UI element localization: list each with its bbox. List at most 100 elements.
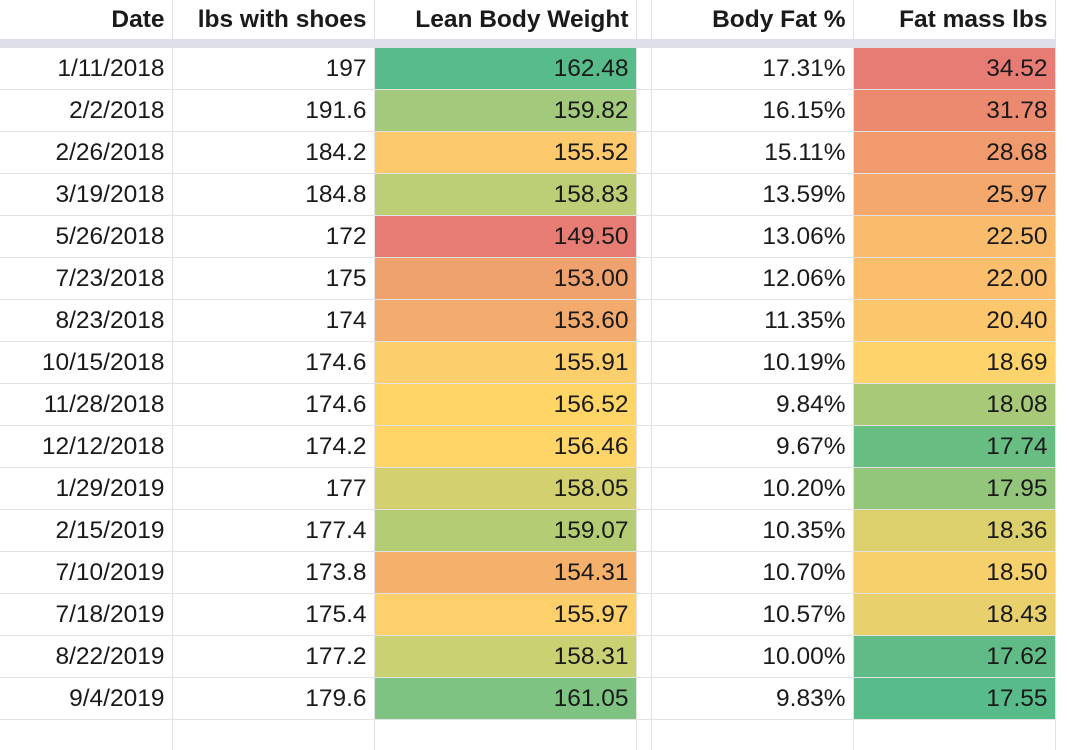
fat-mass-cell[interactable]: 18.08	[853, 384, 1055, 426]
header-lbs-with-shoes[interactable]: lbs with shoes	[172, 0, 374, 39]
body-fat-cell[interactable]: 10.35%	[651, 510, 853, 552]
date-cell[interactable]: 12/12/2018	[0, 426, 172, 468]
lbs-with-shoes-cell[interactable]: 175.4	[172, 594, 374, 636]
empty-cell[interactable]	[374, 720, 636, 750]
lbs-with-shoes-cell[interactable]: 174.6	[172, 384, 374, 426]
body-fat-cell[interactable]: 9.83%	[651, 678, 853, 720]
fat-mass-cell[interactable]: 22.00	[853, 258, 1055, 300]
date-cell[interactable]: 11/28/2018	[0, 384, 172, 426]
empty-cell[interactable]	[0, 720, 172, 750]
lean-body-weight-cell[interactable]: 159.82	[374, 90, 636, 132]
fat-mass-cell[interactable]: 17.74	[853, 426, 1055, 468]
lean-body-weight-cell[interactable]: 155.52	[374, 132, 636, 174]
fat-mass-cell[interactable]: 34.52	[853, 48, 1055, 90]
body-fat-cell[interactable]: 10.00%	[651, 636, 853, 678]
date-cell[interactable]: 8/23/2018	[0, 300, 172, 342]
body-fat-cell[interactable]: 12.06%	[651, 258, 853, 300]
body-fat-cell[interactable]: 10.70%	[651, 552, 853, 594]
empty-row	[0, 720, 1055, 750]
body-fat-cell[interactable]: 10.19%	[651, 342, 853, 384]
lean-body-weight-cell[interactable]: 153.00	[374, 258, 636, 300]
date-cell[interactable]: 3/19/2018	[0, 174, 172, 216]
lean-body-weight-cell[interactable]: 158.31	[374, 636, 636, 678]
lean-body-weight-cell[interactable]: 156.46	[374, 426, 636, 468]
lean-body-weight-cell[interactable]: 161.05	[374, 678, 636, 720]
fat-mass-cell[interactable]: 17.55	[853, 678, 1055, 720]
body-fat-cell[interactable]: 10.20%	[651, 468, 853, 510]
fat-mass-cell[interactable]: 22.50	[853, 216, 1055, 258]
date-cell[interactable]: 2/15/2019	[0, 510, 172, 552]
fat-mass-cell[interactable]: 18.36	[853, 510, 1055, 552]
lean-body-weight-cell[interactable]: 156.52	[374, 384, 636, 426]
body-fat-cell[interactable]: 11.35%	[651, 300, 853, 342]
body-fat-cell[interactable]: 15.11%	[651, 132, 853, 174]
header-lean-body-weight[interactable]: Lean Body Weight	[374, 0, 636, 39]
body-fat-cell[interactable]: 10.57%	[651, 594, 853, 636]
body-fat-cell[interactable]: 9.67%	[651, 426, 853, 468]
body-fat-cell[interactable]: 13.59%	[651, 174, 853, 216]
lean-body-weight-cell[interactable]: 153.60	[374, 300, 636, 342]
lean-body-weight-cell[interactable]: 159.07	[374, 510, 636, 552]
fat-mass-cell[interactable]: 20.40	[853, 300, 1055, 342]
date-cell[interactable]: 1/11/2018	[0, 48, 172, 90]
date-cell[interactable]: 7/23/2018	[0, 258, 172, 300]
date-cell[interactable]: 2/2/2018	[0, 90, 172, 132]
empty-cell[interactable]	[651, 720, 853, 750]
body-fat-cell[interactable]: 17.31%	[651, 48, 853, 90]
header-date[interactable]: Date	[0, 0, 172, 39]
fat-mass-cell[interactable]: 17.62	[853, 636, 1055, 678]
lbs-with-shoes-cell[interactable]: 177.4	[172, 510, 374, 552]
date-cell[interactable]: 7/10/2019	[0, 552, 172, 594]
body-fat-cell[interactable]: 9.84%	[651, 384, 853, 426]
gap-cell	[636, 384, 651, 426]
header-body-fat[interactable]: Body Fat %	[651, 0, 853, 39]
fat-mass-cell[interactable]: 31.78	[853, 90, 1055, 132]
fat-mass-cell[interactable]: 18.43	[853, 594, 1055, 636]
lean-body-weight-cell[interactable]: 158.83	[374, 174, 636, 216]
date-cell[interactable]: 8/22/2019	[0, 636, 172, 678]
lean-body-weight-cell[interactable]: 162.48	[374, 48, 636, 90]
lbs-with-shoes-cell[interactable]: 197	[172, 48, 374, 90]
header-gap	[636, 0, 651, 39]
date-cell[interactable]: 2/26/2018	[0, 132, 172, 174]
empty-cell[interactable]	[172, 720, 374, 750]
lbs-with-shoes-cell[interactable]: 177	[172, 468, 374, 510]
body-fat-cell[interactable]: 16.15%	[651, 90, 853, 132]
lbs-with-shoes-cell[interactable]: 174.2	[172, 426, 374, 468]
lbs-with-shoes-cell[interactable]: 174	[172, 300, 374, 342]
header-fat-mass[interactable]: Fat mass lbs	[853, 0, 1055, 39]
lean-body-weight-cell[interactable]: 155.97	[374, 594, 636, 636]
empty-cell[interactable]	[853, 720, 1055, 750]
date-cell[interactable]: 5/26/2018	[0, 216, 172, 258]
lbs-with-shoes-cell[interactable]: 184.2	[172, 132, 374, 174]
lbs-with-shoes-cell[interactable]: 172	[172, 216, 374, 258]
lbs-with-shoes-cell[interactable]: 175	[172, 258, 374, 300]
lbs-with-shoes-cell[interactable]: 179.6	[172, 678, 374, 720]
frozen-row-divider[interactable]	[0, 39, 1055, 48]
fat-mass-cell[interactable]: 25.97	[853, 174, 1055, 216]
date-cell[interactable]: 7/18/2019	[0, 594, 172, 636]
date-cell[interactable]: 1/29/2019	[0, 468, 172, 510]
lbs-with-shoes-cell[interactable]: 173.8	[172, 552, 374, 594]
lbs-with-shoes-cell[interactable]: 174.6	[172, 342, 374, 384]
lbs-with-shoes-cell[interactable]: 184.8	[172, 174, 374, 216]
lbs-with-shoes-cell[interactable]: 191.6	[172, 90, 374, 132]
gap-cell	[636, 174, 651, 216]
date-cell[interactable]: 9/4/2019	[0, 678, 172, 720]
body-fat-cell[interactable]: 13.06%	[651, 216, 853, 258]
empty-cell[interactable]	[636, 720, 651, 750]
fat-mass-cell[interactable]: 18.50	[853, 552, 1055, 594]
lean-body-weight-cell[interactable]: 155.91	[374, 342, 636, 384]
fat-mass-cell[interactable]: 18.69	[853, 342, 1055, 384]
lbs-with-shoes-cell[interactable]: 177.2	[172, 636, 374, 678]
fat-mass-cell[interactable]: 17.95	[853, 468, 1055, 510]
date-cell[interactable]: 10/15/2018	[0, 342, 172, 384]
lean-body-weight-cell[interactable]: 149.50	[374, 216, 636, 258]
fat-mass-cell[interactable]: 28.68	[853, 132, 1055, 174]
lean-body-weight-cell[interactable]: 158.05	[374, 468, 636, 510]
lean-body-weight-cell[interactable]: 154.31	[374, 552, 636, 594]
